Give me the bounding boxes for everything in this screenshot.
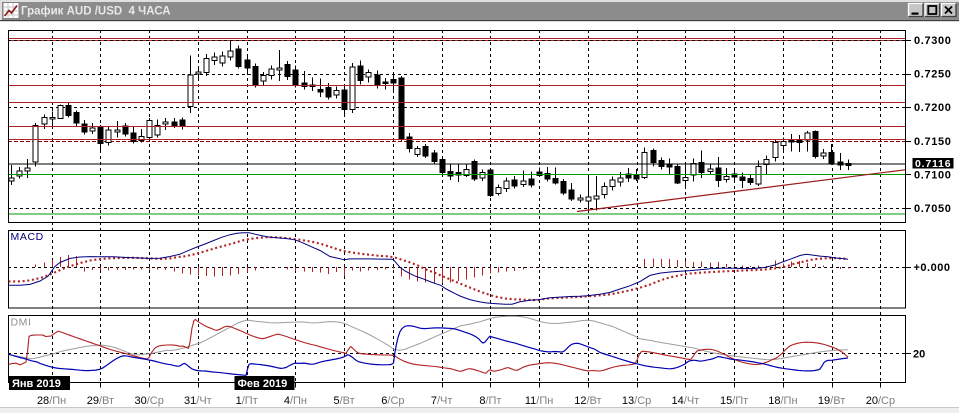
svg-text:11/Пн: 11/Пн (525, 395, 553, 407)
svg-text:0.7100: 0.7100 (914, 169, 952, 181)
svg-text:6/Ср: 6/Ср (381, 395, 404, 407)
svg-text:14/Чт: 14/Чт (672, 395, 700, 407)
svg-text:0.7116: 0.7116 (915, 158, 951, 170)
svg-text:20: 20 (913, 349, 925, 361)
svg-text:19/Вт: 19/Вт (818, 395, 845, 407)
svg-text:0.7300: 0.7300 (914, 35, 952, 47)
svg-text:18/Пн: 18/Пн (768, 395, 797, 407)
svg-text:DMI: DMI (11, 317, 32, 329)
svg-text:31/Чт: 31/Чт (184, 395, 212, 407)
svg-text:7/Чт: 7/Чт (431, 395, 453, 407)
svg-text:12/Вт: 12/Вт (574, 395, 601, 407)
svg-text:Янв 2019: Янв 2019 (12, 378, 61, 390)
svg-text:20/Ср: 20/Ср (866, 395, 895, 407)
svg-text:+0.000: +0.000 (914, 262, 951, 274)
svg-text:0.7250: 0.7250 (914, 69, 952, 81)
svg-text:График AUD /USD 4 ЧАСА: График AUD /USD 4 ЧАСА (21, 6, 171, 18)
svg-text:1/Пт: 1/Пт (236, 395, 258, 407)
svg-text:5/Вт: 5/Вт (333, 395, 354, 407)
svg-text:Фев 2019: Фев 2019 (238, 378, 288, 390)
svg-text:13/Ср: 13/Ср (622, 395, 651, 407)
svg-text:0.7150: 0.7150 (914, 136, 952, 148)
svg-text:29/Вт: 29/Вт (87, 395, 114, 407)
svg-text:0.7050: 0.7050 (914, 203, 952, 215)
svg-text:30/Ср: 30/Ср (135, 395, 164, 407)
svg-text:0.7200: 0.7200 (914, 102, 952, 114)
svg-text:8/Пт: 8/Пт (479, 395, 501, 407)
svg-text:4/Пн: 4/Пн (284, 395, 307, 407)
svg-text:28/Пн: 28/Пн (37, 395, 66, 407)
svg-text:15/Пт: 15/Пт (720, 395, 748, 407)
svg-text:MACD: MACD (11, 231, 44, 243)
